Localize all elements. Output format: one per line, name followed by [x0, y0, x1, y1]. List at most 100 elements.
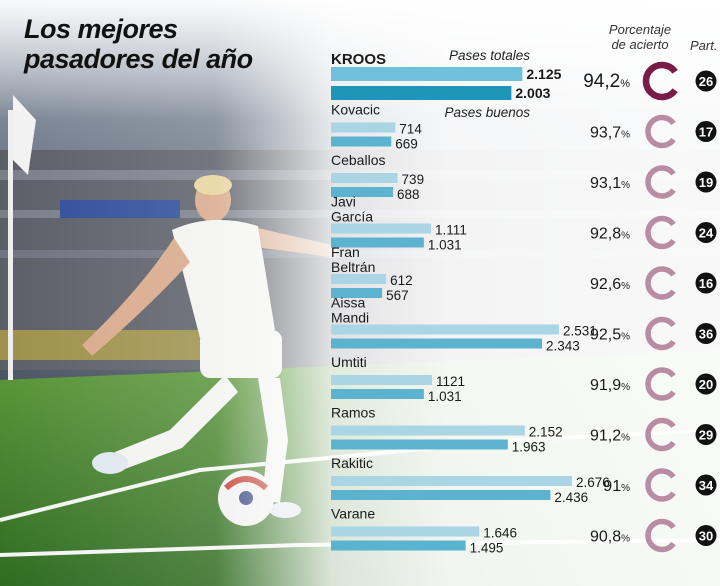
- total-passes-label: 714: [399, 122, 422, 137]
- total-passes-label: 2.531: [563, 324, 597, 339]
- player-name: Mandi: [331, 310, 369, 326]
- bar-good-passes: [331, 338, 543, 349]
- bar-total-passes: [331, 375, 432, 385]
- pct-value-label: 91%: [603, 478, 630, 495]
- good-passes-label: 1.031: [428, 238, 462, 253]
- pct-value-label: 91,9%: [590, 377, 630, 394]
- total-passes-label: 2.152: [529, 425, 563, 440]
- bar-good-passes: [331, 540, 466, 551]
- bar-total-passes: [331, 324, 559, 335]
- pct-value-label: 90,8%: [590, 529, 630, 546]
- matches-value: 24: [699, 226, 714, 241]
- good-passes-label: 2.003: [515, 85, 550, 101]
- pct-column-header: Porcentaje de acierto: [592, 22, 688, 52]
- matches-badge: [695, 373, 717, 395]
- pct-ring-icon: [645, 518, 676, 553]
- pct-value-label: 92,5%: [590, 327, 630, 344]
- pct-value-label: 92,6%: [590, 276, 630, 293]
- pct-ring-icon: [642, 61, 678, 101]
- bar-good-passes: [331, 136, 392, 147]
- player-name: Javi: [331, 194, 356, 210]
- bar-good-passes: [331, 490, 551, 500]
- title-line-2: pasadores del año: [24, 44, 253, 74]
- player-name: Beltrán: [331, 259, 375, 275]
- bar-total-passes: [331, 476, 572, 486]
- matches-badge: [695, 222, 717, 243]
- good-passes-label: 1.963: [512, 440, 546, 455]
- matches-badge: [695, 171, 717, 193]
- good-passes-label: 1.031: [428, 389, 462, 404]
- pct-ring-icon: [645, 367, 676, 401]
- good-passes-label: 2.343: [546, 339, 580, 354]
- pct-value-label: 92,8%: [590, 226, 630, 243]
- bar-total-passes: [331, 526, 480, 537]
- player-name: Varane: [331, 506, 375, 522]
- matches-value: 29: [699, 428, 713, 443]
- infographic-title: Los mejores pasadores del año: [24, 14, 253, 74]
- player-name: García: [331, 209, 373, 225]
- pct-ring-icon: [645, 316, 676, 351]
- matches-value: 26: [699, 74, 713, 89]
- legend-good-passes: Pases buenos: [444, 105, 530, 120]
- bar-good-passes: [331, 288, 383, 298]
- pct-header-line-2: de acierto: [611, 37, 669, 52]
- bar-total-passes: [331, 122, 396, 133]
- matches-badge: [695, 272, 717, 294]
- total-passes-label: 1121: [436, 374, 465, 389]
- bar-good-passes: [331, 187, 393, 197]
- bar-total-passes: [331, 425, 525, 436]
- bar-good-passes: [331, 237, 424, 248]
- title-line-1: Los mejores: [24, 14, 178, 44]
- pct-value-label: 91,2%: [590, 428, 630, 445]
- total-passes-label: 2.125: [526, 66, 561, 82]
- player-name: Kovacic: [331, 102, 380, 118]
- player-name: Fran: [331, 244, 360, 260]
- bar-total-passes: [331, 67, 523, 81]
- pct-header-line-1: Porcentaje: [608, 22, 672, 37]
- matches-badge: [695, 121, 717, 142]
- pct-ring-icon: [645, 266, 676, 300]
- matches-badge: [695, 525, 717, 546]
- matches-value: 19: [699, 175, 713, 190]
- good-passes-label: 669: [395, 137, 418, 152]
- matches-value: 30: [699, 529, 713, 544]
- matches-value: 36: [699, 327, 713, 342]
- matches-badge: [695, 474, 717, 496]
- pct-ring-icon: [645, 215, 676, 250]
- matches-badge: [695, 323, 717, 344]
- pct-ring-icon: [645, 165, 676, 199]
- pct-value-label: 94,2%: [583, 71, 630, 92]
- total-passes-label: 612: [390, 273, 413, 288]
- player-name: Ramos: [331, 405, 375, 421]
- matches-value: 16: [699, 276, 713, 291]
- good-passes-label: 567: [386, 288, 409, 303]
- legend-total-passes: Pases totales: [448, 48, 530, 63]
- matches-value: 34: [699, 478, 714, 493]
- player-name: Umtiti: [331, 354, 367, 370]
- good-passes-label: 688: [397, 187, 420, 202]
- pct-ring-icon: [645, 468, 676, 502]
- total-passes-label: 1.646: [483, 526, 517, 541]
- bar-total-passes: [331, 173, 398, 183]
- total-passes-label: 739: [402, 172, 425, 187]
- pct-value-label: 93,1%: [590, 175, 630, 192]
- bar-good-passes: [331, 439, 508, 450]
- bar-total-passes: [331, 274, 387, 284]
- bar-total-passes: [331, 223, 432, 234]
- pct-value-label: 93,7%: [590, 125, 630, 142]
- total-passes-label: 1.111: [435, 223, 467, 238]
- player-name: KROOS: [331, 51, 386, 68]
- matches-value: 17: [699, 125, 713, 140]
- player-name: Ceballos: [331, 152, 385, 168]
- matches-column-header: Part.: [690, 38, 718, 53]
- bar-good-passes: [331, 86, 512, 100]
- matches-badge: [695, 70, 717, 92]
- good-passes-label: 2.436: [554, 490, 588, 505]
- total-passes-label: 2.676: [576, 475, 610, 490]
- pct-ring-icon: [645, 417, 676, 452]
- player-name: Aissa: [331, 295, 365, 311]
- matches-badge: [695, 424, 717, 445]
- matches-value: 20: [699, 377, 713, 392]
